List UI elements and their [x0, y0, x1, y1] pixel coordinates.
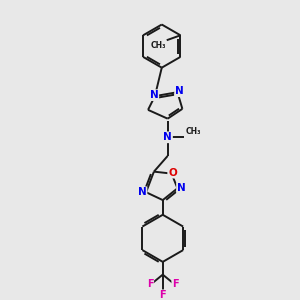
Text: F: F: [147, 279, 153, 290]
Text: F: F: [172, 279, 179, 290]
Text: CH₃: CH₃: [185, 127, 201, 136]
Text: O: O: [168, 168, 177, 178]
Text: N: N: [175, 86, 184, 96]
Text: N: N: [149, 90, 158, 100]
Text: N: N: [163, 132, 172, 142]
Text: F: F: [159, 290, 166, 300]
Text: N: N: [138, 187, 146, 197]
Text: CH₃: CH₃: [150, 41, 166, 50]
Text: N: N: [177, 183, 186, 193]
